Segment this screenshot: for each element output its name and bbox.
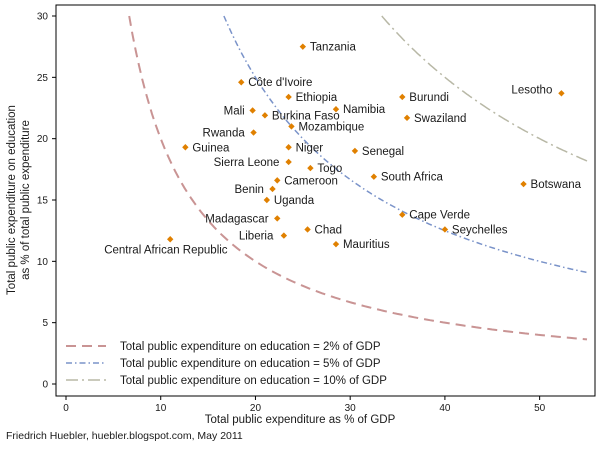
- legend-label: Total public expenditure on education = …: [120, 341, 381, 353]
- point-label: Senegal: [362, 146, 404, 158]
- point-label: Togo: [317, 163, 342, 175]
- point-label: Lesotho: [511, 84, 552, 96]
- point-marker: [167, 236, 174, 243]
- point-label: Guinea: [192, 142, 230, 154]
- point-marker: [399, 211, 406, 218]
- point-marker: [238, 79, 245, 86]
- point-label: Chad: [315, 224, 343, 236]
- point-marker: [403, 114, 411, 122]
- point-marker: [332, 106, 340, 113]
- point-label: Seychelles: [452, 224, 508, 236]
- point-marker: [332, 240, 340, 248]
- curve-5-pct: [223, 15, 588, 274]
- point-label: Mali: [224, 105, 245, 117]
- point-label: Mauritius: [343, 239, 390, 251]
- point-marker: [285, 144, 292, 151]
- point-label: Swaziland: [414, 113, 466, 125]
- point-marker: [250, 129, 257, 136]
- point-marker: [280, 232, 288, 239]
- y-tick-label: 20: [37, 134, 49, 145]
- point-label: Liberia: [239, 231, 274, 243]
- legend: Total public expenditure on education = …: [66, 341, 387, 387]
- point-marker: [274, 215, 281, 222]
- legend-label: Total public expenditure on education = …: [120, 375, 387, 387]
- point-label: Niger: [296, 142, 324, 154]
- point-marker: [288, 123, 295, 130]
- point-marker: [399, 93, 406, 101]
- x-tick-label: 0: [63, 403, 69, 414]
- x-tick-label: 50: [534, 403, 546, 414]
- curve-10-pct: [381, 15, 588, 162]
- point-marker: [304, 226, 311, 233]
- point-marker: [285, 158, 292, 166]
- point-label: Cape Verde: [409, 210, 470, 222]
- point-marker: [441, 226, 449, 233]
- point-label: Cameroon: [284, 175, 338, 187]
- point-label: Central African Republic: [104, 244, 228, 256]
- x-tick-label: 40: [439, 403, 451, 414]
- point-label: Côte d'Ivoire: [248, 77, 312, 89]
- y-tick-label: 15: [37, 196, 49, 207]
- point-label: Uganda: [274, 195, 315, 207]
- curves: [128, 15, 588, 341]
- point-label: Ethiopia: [296, 92, 338, 104]
- point-marker: [307, 164, 314, 172]
- point-marker: [182, 144, 189, 151]
- x-tick-label: 30: [345, 403, 357, 414]
- point-marker: [269, 185, 276, 193]
- point-label: Burkina Faso: [272, 110, 340, 122]
- x-axis: 0 10 20 30 40 50: [63, 396, 546, 414]
- point-marker: [351, 147, 359, 155]
- point-marker: [520, 180, 527, 188]
- point-label: South Africa: [381, 172, 444, 184]
- point-marker: [370, 173, 378, 180]
- x-tick-label: 20: [250, 403, 262, 414]
- y-axis-title-line-1: Total public expenditure on education: [6, 105, 18, 295]
- y-tick-label: 10: [37, 257, 49, 268]
- point-label: Madagascar: [205, 213, 268, 225]
- point-marker: [261, 112, 269, 119]
- point-label: Rwanda: [203, 128, 246, 140]
- x-tick-label: 10: [155, 403, 167, 414]
- curve-2-pct: [128, 15, 588, 341]
- point-label: Tanzania: [310, 42, 357, 54]
- y-axis: 0 5 10 15 20 25 30: [37, 12, 56, 391]
- point-label: Mozambique: [298, 121, 364, 133]
- plot-frame: [55, 4, 596, 397]
- x-axis-title: Total public expenditure as % of GDP: [205, 414, 396, 426]
- y-tick-label: 0: [42, 380, 48, 391]
- point-marker: [274, 177, 281, 184]
- y-tick-label: 30: [37, 12, 49, 23]
- y-axis-title-line-2: as % of total public expenditure: [20, 120, 32, 280]
- legend-label: Total public expenditure on education = …: [120, 358, 381, 370]
- y-tick-label: 5: [42, 318, 48, 329]
- point-label: Namibia: [343, 104, 386, 116]
- point-marker: [249, 107, 256, 114]
- point-label: Burundi: [409, 92, 449, 104]
- point-label: Benin: [235, 184, 264, 196]
- data-points: Tanzania Côte d'Ivoire Ethiopia Burundi Leso…: [104, 42, 581, 257]
- point-marker: [263, 196, 271, 204]
- point-marker: [299, 43, 307, 50]
- y-tick-label: 25: [37, 73, 49, 84]
- credit-text: Friedrich Huebler, huebler.blogspot.com,…: [6, 430, 243, 442]
- point-label: Sierra Leone: [214, 157, 280, 169]
- point-marker: [558, 90, 565, 97]
- point-marker: [285, 93, 292, 101]
- point-label: Botswana: [531, 179, 582, 191]
